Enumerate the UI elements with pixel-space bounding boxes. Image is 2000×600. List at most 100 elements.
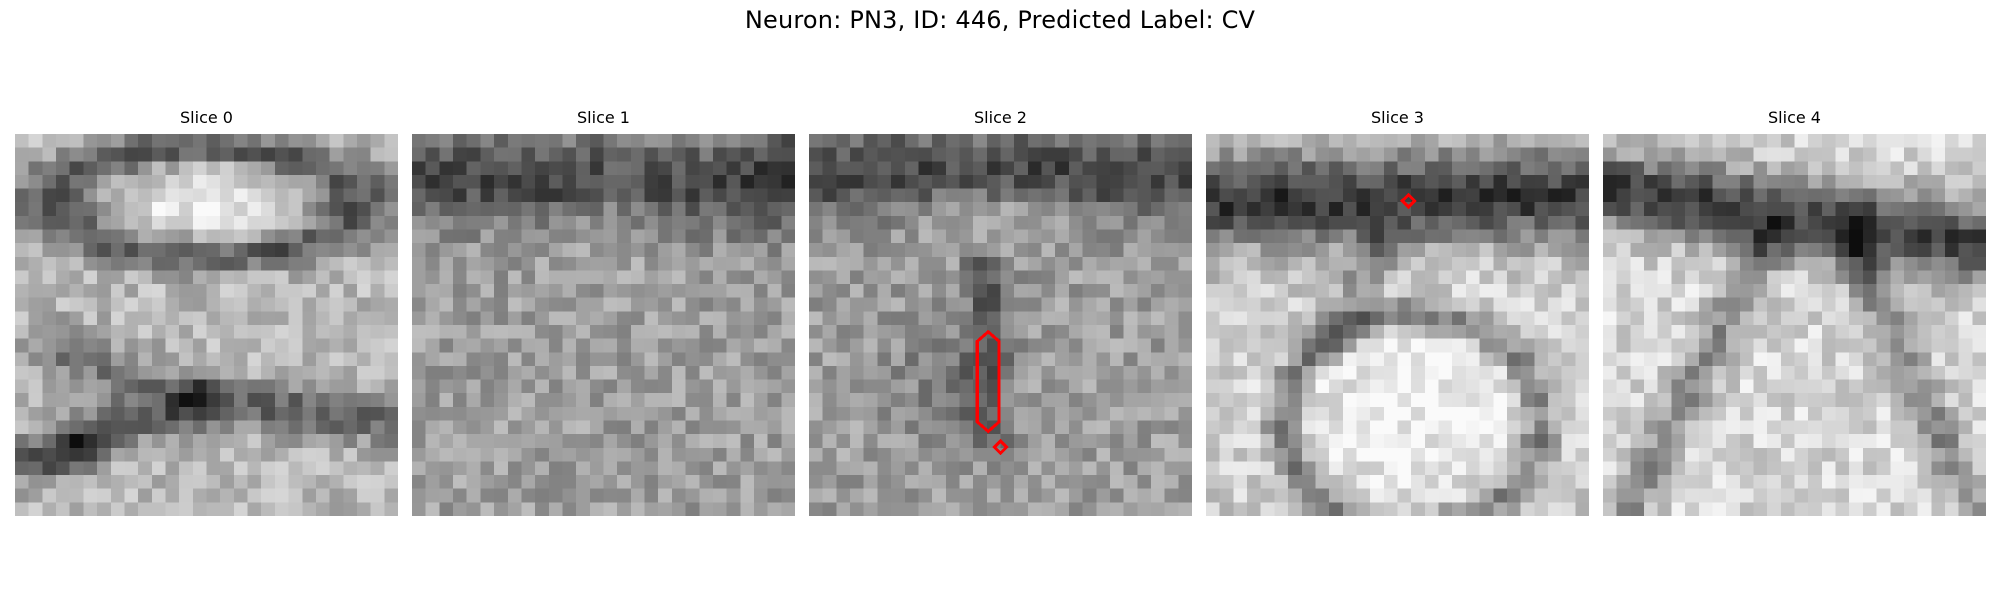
pixel (1288, 174, 1303, 189)
pixel (562, 406, 577, 421)
pixel (1424, 420, 1439, 435)
pixel (1821, 215, 1836, 230)
pixel (1000, 461, 1015, 476)
pixel (1739, 161, 1754, 176)
pixel (1821, 338, 1836, 353)
pixel (110, 420, 125, 435)
pixel (1329, 243, 1344, 258)
pixel (453, 502, 467, 516)
pixel (15, 270, 29, 285)
pixel (124, 434, 139, 449)
pixel (1903, 434, 1918, 449)
pixel (1862, 147, 1877, 162)
pixel (918, 461, 933, 476)
pixel (274, 297, 289, 312)
pixel (809, 393, 823, 408)
pixel (850, 420, 864, 435)
slice-title-1: Slice 1 (577, 108, 630, 127)
pixel (1862, 406, 1877, 421)
pixel (315, 311, 330, 326)
pixel (124, 379, 139, 394)
pixel (1150, 325, 1165, 339)
pixel (1630, 297, 1645, 312)
small-diamond-marker (1400, 192, 1417, 210)
pixel (1288, 434, 1303, 449)
pixel (1794, 215, 1809, 230)
pixel (206, 229, 221, 244)
pixel (1137, 147, 1152, 162)
pixel (1233, 379, 1248, 394)
pixel (548, 270, 563, 285)
pixel (644, 488, 659, 503)
pixel (1794, 420, 1809, 435)
pixel (1370, 325, 1385, 339)
pixel (1027, 420, 1042, 435)
pixel (1506, 434, 1521, 449)
pixel (370, 365, 385, 380)
pixel (1247, 311, 1261, 326)
pixel (767, 325, 782, 339)
pixel (466, 256, 481, 271)
pixel (1547, 502, 1562, 516)
pixel (288, 475, 303, 489)
pixel (1712, 161, 1727, 176)
pixel (753, 161, 768, 176)
pixel (932, 420, 947, 435)
pixel (658, 406, 673, 421)
pixel (1452, 502, 1467, 516)
pixel (1657, 215, 1672, 230)
pixel (1014, 461, 1029, 476)
pixel (1247, 434, 1261, 449)
pixel (877, 420, 892, 435)
pixel (740, 475, 755, 489)
pixel (932, 393, 947, 408)
pixel (1068, 434, 1083, 449)
pixel (562, 461, 577, 476)
pixel (1288, 338, 1303, 353)
pixel (1164, 243, 1179, 258)
pixel (261, 420, 276, 435)
pixel (370, 406, 385, 421)
pixel (1137, 161, 1152, 176)
pixel (1630, 134, 1645, 148)
pixel (206, 147, 221, 162)
pixel (521, 174, 536, 189)
pixel (726, 311, 741, 326)
pixel (1547, 447, 1562, 462)
pixel (1493, 243, 1508, 258)
pixel (56, 434, 70, 449)
pixel (1068, 502, 1083, 516)
pixel (535, 338, 550, 353)
pixel (206, 447, 221, 462)
pixel (932, 229, 947, 244)
pixel (1876, 284, 1891, 298)
pixel (548, 420, 563, 435)
pixel (1438, 215, 1453, 230)
pixel (1465, 488, 1480, 503)
pixel (1561, 434, 1576, 449)
pixel (836, 461, 851, 476)
pixel (206, 365, 221, 380)
pixel (1383, 325, 1398, 339)
pixel (1644, 393, 1658, 408)
pixel (877, 406, 892, 421)
pixel (1055, 188, 1070, 203)
pixel (877, 134, 892, 148)
pixel (288, 215, 303, 230)
pixel (932, 297, 947, 312)
pixel (685, 243, 700, 258)
pixel (1698, 284, 1713, 298)
pixel (247, 434, 262, 449)
pixel (1644, 243, 1658, 258)
pixel (370, 325, 385, 339)
pixel (480, 229, 495, 244)
pixel (329, 352, 344, 367)
pixel (1520, 461, 1535, 476)
pixel (1123, 338, 1138, 353)
pixel (945, 325, 960, 339)
pixel (617, 311, 632, 326)
pixel (494, 311, 509, 326)
pixel (1150, 229, 1165, 244)
pixel (521, 270, 536, 285)
pixel (1424, 243, 1439, 258)
